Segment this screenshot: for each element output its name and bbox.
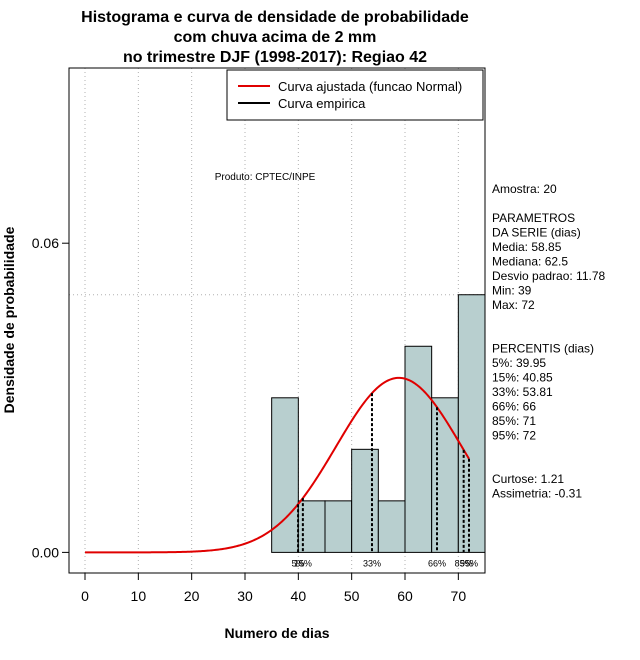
stats-line: 66%: 66 — [492, 400, 536, 414]
x-tick-label: 10 — [131, 588, 147, 604]
stats-line: Assimetria: -0.31 — [492, 487, 582, 501]
y-axis-title: Densidade de probabilidade — [1, 226, 17, 413]
histogram-bar — [271, 397, 299, 553]
percentile-label: 85% — [455, 558, 473, 568]
stats-line: 95%: 72 — [492, 429, 536, 443]
stats-line: Min: 39 — [492, 284, 532, 298]
stats-line: Curtose: 1.21 — [492, 472, 564, 486]
legend-box — [226, 69, 484, 121]
percentile-label: 15% — [294, 558, 312, 568]
x-axis-title: Numero de dias — [224, 625, 329, 641]
stats-line: Max: 72 — [492, 298, 535, 312]
histogram-bar — [431, 397, 459, 553]
stats-line: PARAMETROS — [492, 211, 575, 225]
x-tick-label: 70 — [451, 588, 467, 604]
legend-label: Curva ajustada (funcao Normal) — [278, 79, 462, 94]
normal-fit-curve — [85, 376, 470, 554]
y-tick-label: 0.00 — [32, 544, 59, 560]
stats-line: Mediana: 62.5 — [492, 255, 568, 269]
chart-title-line: com chuva acima de 2 mm — [174, 29, 377, 46]
stats-line: Media: 58.85 — [492, 240, 562, 254]
stats-line: DA SERIE (dias) — [492, 226, 581, 240]
percentile-label: 33% — [363, 558, 381, 568]
histogram-bar — [351, 448, 379, 553]
percentile-layer: 5%15% 33% 66% 85%95% — [292, 393, 478, 568]
histogram-bar — [324, 500, 353, 553]
text-layer: Histograma e curva de densidade de proba… — [1, 9, 606, 641]
histogram-bar — [377, 500, 406, 553]
x-tick-label: 50 — [344, 588, 360, 604]
percentile-label: 5% — [292, 558, 305, 568]
percentile-label: 95% — [460, 558, 478, 568]
percentile-label: 66% — [428, 558, 446, 568]
grid-layer — [69, 68, 485, 573]
curve-layer — [85, 376, 470, 554]
chart-title-line: no trimestre DJF (1998-2017): Regiao 42 — [123, 49, 427, 66]
x-tick-label: 30 — [237, 588, 253, 604]
x-tick-label: 0 — [81, 588, 89, 604]
x-tick-label: 40 — [291, 588, 307, 604]
y-tick-label: 0.06 — [32, 235, 59, 251]
product-label: Produto: CPTEC/INPE — [215, 172, 316, 183]
histogram-bar — [404, 345, 433, 553]
stats-line: Desvio padrao: 11.78 — [492, 269, 606, 283]
x-tick-label: 20 — [184, 588, 200, 604]
histogram-bar — [457, 294, 486, 553]
legend-label: Curva empirica — [278, 96, 366, 111]
axes-layer: 0 10 20 30 40 50 60 70 0.00 0.06 — [32, 67, 486, 604]
stats-line: 15%: 40.85 — [492, 371, 553, 385]
x-tick-label: 60 — [397, 588, 413, 604]
chart-title-line: Histograma e curva de densidade de proba… — [81, 9, 469, 26]
legend: Curva ajustada (funcao Normal) Curva empi… — [226, 69, 484, 121]
stats-line: PERCENTIS (dias) — [492, 342, 594, 356]
stats-line: 33%: 53.81 — [492, 385, 553, 399]
stats-line: 5%: 39.95 — [492, 356, 546, 370]
stats-line: 85%: 71 — [492, 414, 536, 428]
stats-line: Amostra: 20 — [492, 182, 557, 196]
